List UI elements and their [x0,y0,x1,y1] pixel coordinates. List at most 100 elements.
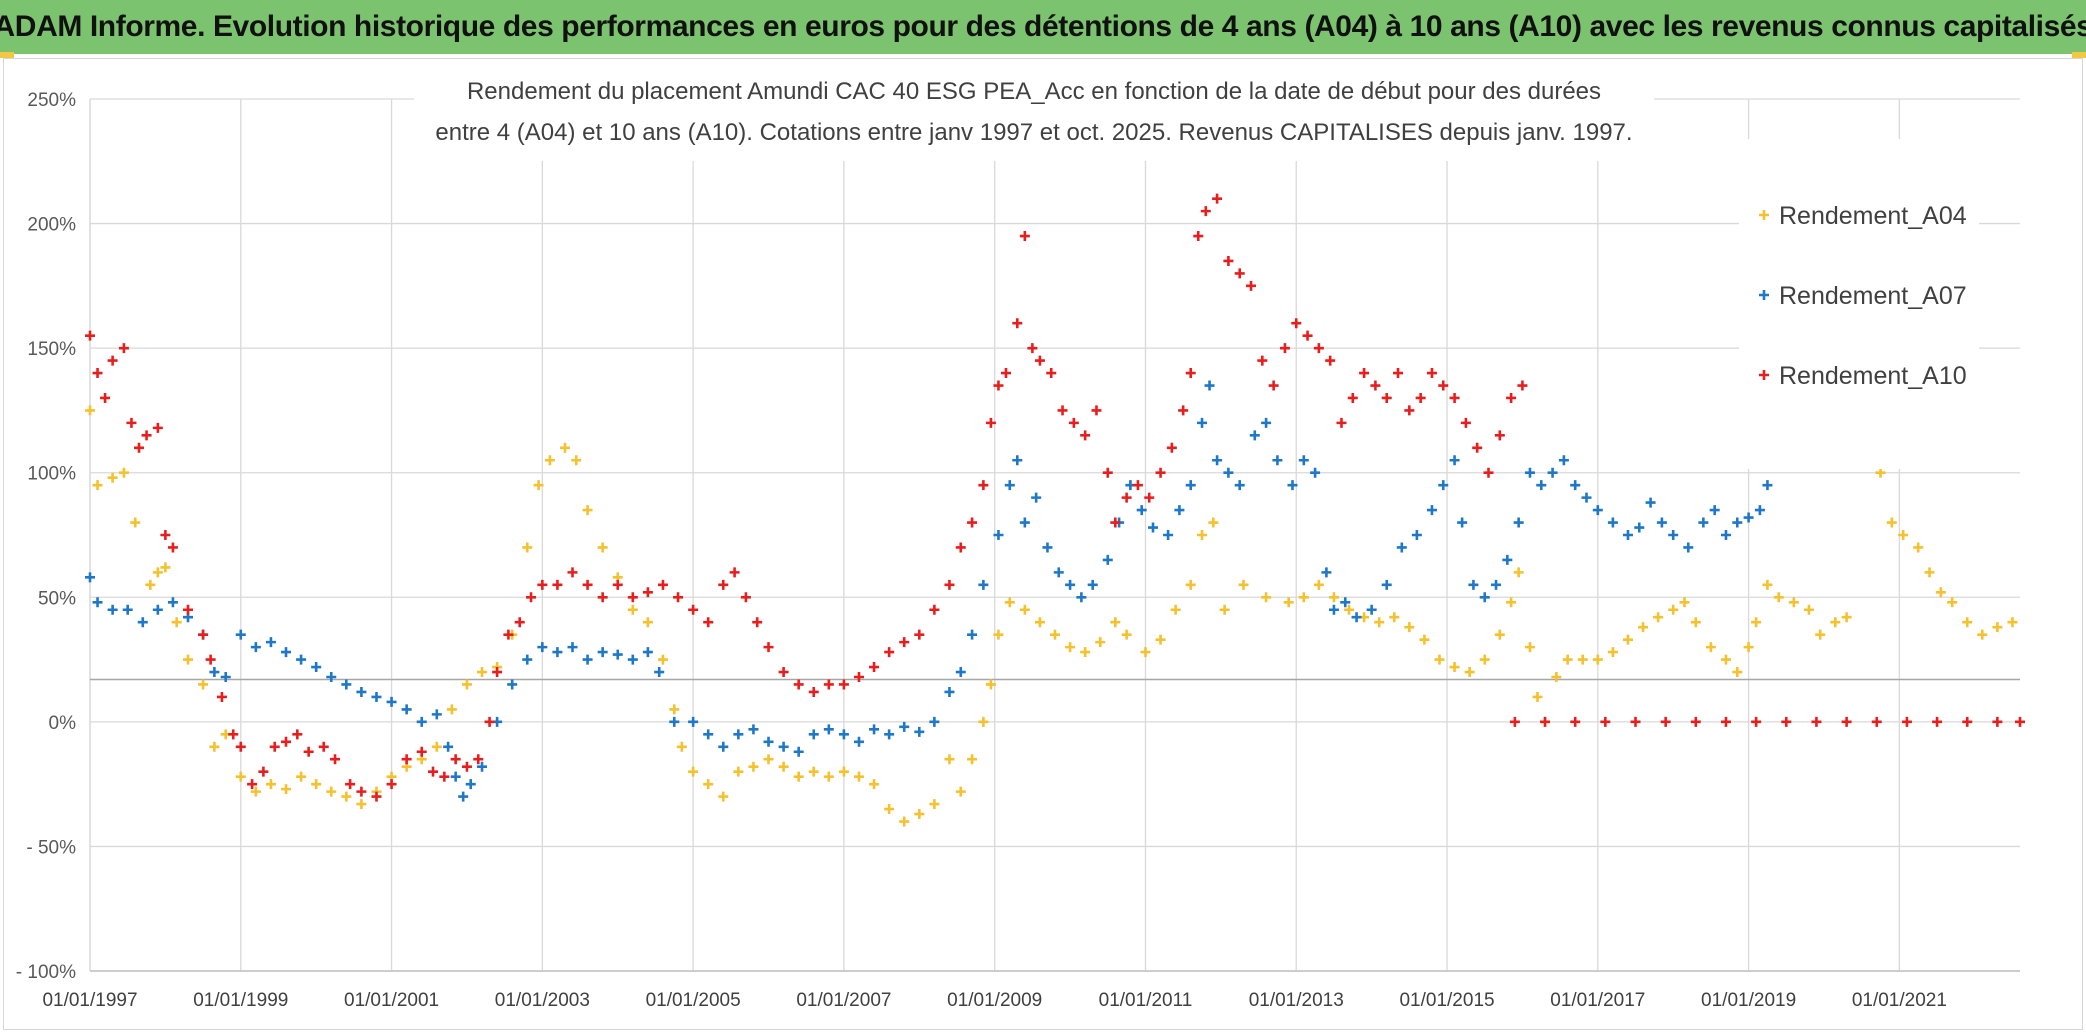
data-point [1174,505,1185,516]
data-point [330,754,341,765]
data-point [1042,542,1053,553]
data-point [1690,716,1701,727]
data-point [356,686,367,697]
data-point [627,604,638,615]
data-point [450,754,461,765]
data-point [522,654,533,665]
y-tick-label: 0% [49,713,77,734]
data-point [1298,592,1309,603]
data-point [718,791,729,802]
data-point [838,679,849,690]
data-point [386,696,397,707]
data-point [778,761,789,772]
legend-label: Rendement_A10 [1779,362,1967,390]
data-point [1419,634,1430,645]
data-point [1185,368,1196,379]
data-point [1992,716,2003,727]
data-point [85,405,95,416]
x-axis-ticks: 01/01/1997 01/01/1999 01/01/2001 01/01/2003… [42,990,1946,1011]
data-point [914,629,925,640]
data-point [1004,597,1015,608]
data-point [729,567,740,578]
chart-title-line: entre 4 (A04) et 10 ans (A10). Cotations… [435,119,1632,146]
data-point [514,617,525,628]
data-point [1871,716,1882,727]
data-point [1811,716,1822,727]
data-point [1547,467,1558,478]
data-point [1046,368,1057,379]
data-point [1551,672,1562,683]
data-point [985,417,996,428]
data-point [250,786,261,797]
data-point [1389,612,1400,623]
data-point [567,567,578,578]
chart-legend: Rendement_A04 Rendement_A07 Rendement_A10 [1739,139,1979,469]
data-point [1121,629,1132,640]
data-point [318,741,329,752]
data-point [1287,480,1298,491]
data-point [1272,455,1283,466]
data-point [673,592,684,603]
data-point [1491,579,1502,590]
data-point [1841,716,1852,727]
data-point [1415,392,1426,403]
data-point [654,667,665,678]
data-point [1336,417,1347,428]
data-point [1381,392,1392,403]
data-point [1298,455,1309,466]
data-point [446,704,457,715]
data-point [1313,343,1324,354]
data-point [1449,662,1460,673]
data-point [183,604,194,615]
data-point [778,741,789,752]
data-point [167,542,178,553]
data-point [567,642,578,653]
chart-banner: ADAM Informe. Evolution historique des p… [0,0,2086,56]
data-point [1472,442,1483,453]
data-point [303,746,314,757]
data-point [1460,417,1471,428]
data-point [522,542,533,553]
data-point [1136,505,1147,516]
data-point [292,729,303,740]
data-point [1197,530,1208,540]
title-background [414,65,1654,161]
data-point [1212,455,1223,466]
data-point [1076,592,1087,603]
data-point [1080,430,1091,441]
data-point [281,647,292,658]
data-point [118,467,129,478]
data-point [1622,634,1633,645]
data-point [235,741,246,752]
data-point [1705,642,1716,653]
data-point [1506,392,1517,403]
data-point [1110,617,1121,628]
data-point [1600,716,1611,727]
data-point [1924,567,1935,578]
data-point [703,779,714,790]
data-point [1751,617,1762,628]
data-point [492,667,503,678]
data-point [748,761,759,772]
data-point [552,579,563,590]
x-tick-label: 01/01/2005 [646,990,741,1011]
data-point [688,766,699,777]
data-point [1803,604,1814,615]
data-point [401,704,412,715]
data-point [537,642,548,653]
data-point [853,736,864,747]
data-point [416,746,427,757]
data-point [1000,368,1011,379]
data-point [1913,542,1924,553]
data-point [1558,455,1569,466]
data-point [1607,517,1618,528]
data-point [1977,629,1988,640]
data-point [461,761,472,772]
data-point [944,754,955,765]
data-point [808,729,819,740]
data-point [733,766,744,777]
x-tick-label: 01/01/1999 [193,990,288,1011]
data-point [141,430,152,441]
data-point [1257,355,1268,366]
legend-item: Rendement_A07 [1759,282,1967,310]
